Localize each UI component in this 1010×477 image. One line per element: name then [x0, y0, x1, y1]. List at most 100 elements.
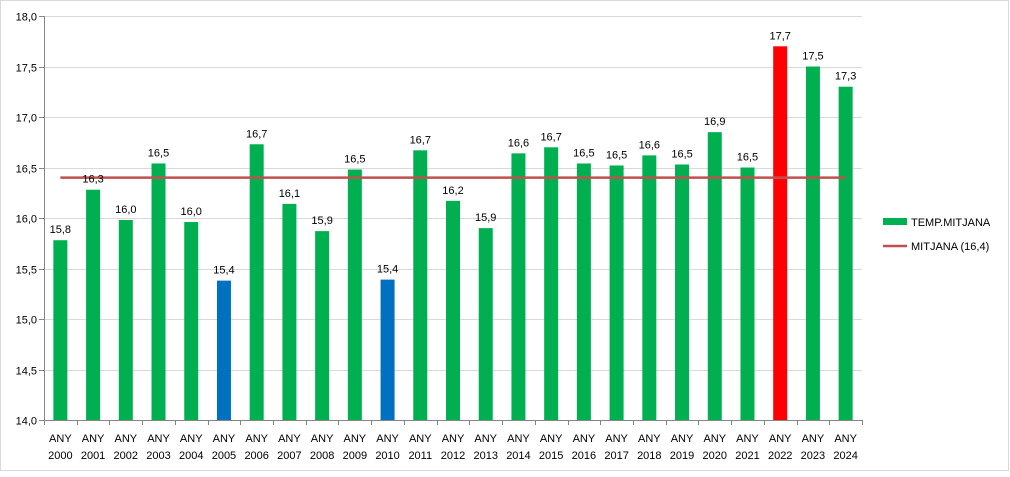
x-tick-label-line2: 2009: [343, 450, 367, 462]
data-label: 16,3: [82, 174, 103, 186]
y-tick-label: 18,0: [16, 12, 37, 24]
x-tick-label-line2: 2024: [833, 450, 857, 462]
bar: [446, 200, 460, 420]
bar: [675, 164, 690, 420]
data-label: 16,5: [344, 154, 365, 166]
x-tick-label-line2: 2004: [179, 450, 203, 462]
bar: [805, 66, 820, 420]
data-label: 16,5: [148, 147, 169, 159]
bar: [86, 189, 101, 420]
x-tick-label-line1: ANY: [180, 433, 203, 445]
bar: [707, 132, 722, 420]
bar: [576, 163, 591, 420]
data-label: 16,5: [606, 149, 627, 161]
y-tick-label: 16,5: [16, 164, 37, 176]
x-tick-label-line2: 2016: [572, 450, 596, 462]
x-tick-label-line2: 2007: [277, 450, 301, 462]
data-label: 16,1: [279, 188, 300, 200]
data-label: 16,6: [508, 137, 529, 149]
bar: [413, 150, 428, 420]
x-tick-label-line2: 2023: [801, 450, 825, 462]
bar: [151, 163, 166, 420]
x-tick-label-line1: ANY: [769, 433, 792, 445]
y-tick-label: 15,0: [16, 315, 37, 327]
x-tick-label-line1: ANY: [49, 433, 72, 445]
data-labels: 15,8 16,3 16,0 16,5 16,0 15,4 16,7 16,1 15,9 16,5…: [50, 30, 857, 276]
bar: [282, 203, 297, 420]
data-label: 17,7: [769, 30, 790, 42]
legend-label-mitjana: MITJANA (16,4): [911, 241, 989, 253]
y-tick-label: 17,0: [16, 113, 37, 125]
x-tick-label-line1: ANY: [82, 433, 105, 445]
x-tick-label-line2: 2001: [81, 450, 105, 462]
data-label: 15,4: [377, 264, 398, 276]
x-tick-label-line1: ANY: [147, 433, 170, 445]
x-tick-label-line1: ANY: [344, 433, 367, 445]
data-label: 15,4: [213, 265, 234, 277]
data-label: 15,9: [311, 215, 332, 227]
data-label: 17,3: [835, 71, 856, 83]
bar: [118, 220, 133, 420]
x-tick-label-line2: 2012: [441, 450, 465, 462]
x-tick-label-line2: 2017: [604, 450, 628, 462]
x-tick-label-line1: ANY: [376, 433, 399, 445]
x-tick-label-line2: 2003: [146, 450, 170, 462]
x-tick-label-line2: 2015: [539, 450, 563, 462]
x-tick-label-line1: ANY: [573, 433, 596, 445]
bar: [315, 231, 330, 420]
data-label: 16,7: [540, 131, 561, 143]
x-tick-label-line1: ANY: [114, 433, 137, 445]
bar: [53, 240, 68, 420]
x-tick-label-line1: ANY: [834, 433, 857, 445]
x-tick-label-line2: 2002: [114, 450, 138, 462]
bar: [249, 144, 264, 420]
x-tick-label-line1: ANY: [442, 433, 465, 445]
bar: [216, 280, 231, 420]
data-label: 16,7: [246, 128, 267, 140]
data-label: 15,9: [475, 212, 496, 224]
x-tick-label-line2: 2005: [212, 450, 236, 462]
bar: [184, 222, 199, 420]
bar: [478, 228, 493, 420]
y-tick-label: 16,0: [16, 214, 37, 226]
x-tick-label-line2: 2011: [408, 450, 432, 462]
x-tick-label-line1: ANY: [507, 433, 530, 445]
legend: TEMP.MITJANA MITJANA (16,4): [883, 217, 991, 253]
bar: [347, 169, 362, 420]
x-tick-label-line2: 2014: [506, 450, 530, 462]
data-label: 16,5: [737, 152, 758, 164]
data-label: 16,5: [671, 148, 692, 160]
x-tick-label-line1: ANY: [802, 433, 825, 445]
x-tick-label-line1: ANY: [671, 433, 694, 445]
data-label: 16,2: [442, 185, 463, 197]
legend-label-temp-mitjana: TEMP.MITJANA: [911, 217, 991, 229]
data-label: 15,8: [50, 224, 71, 236]
x-tick-label-line2: 2008: [310, 450, 334, 462]
x-tick-label-line2: 2021: [735, 450, 759, 462]
bar: [609, 165, 624, 420]
data-label: 17,5: [802, 51, 823, 63]
data-label: 16,6: [639, 139, 660, 151]
x-tick-label-line1: ANY: [245, 433, 268, 445]
x-tick-label-line1: ANY: [736, 433, 759, 445]
bar: [740, 167, 755, 420]
x-tick-label-line1: ANY: [213, 433, 236, 445]
x-tick-label-line1: ANY: [311, 433, 334, 445]
data-label: 16,5: [573, 147, 594, 159]
y-tick-label: 15,5: [16, 265, 37, 277]
y-tick-label: 14,5: [16, 366, 37, 378]
y-tick-label: 14,0: [16, 416, 37, 428]
data-label: 16,9: [704, 116, 725, 128]
bar: [642, 155, 657, 420]
x-tick-label-line2: 2022: [768, 450, 792, 462]
x-tick-label-line1: ANY: [605, 433, 628, 445]
x-tick-label-line1: ANY: [703, 433, 726, 445]
x-tick-label-line2: 2019: [670, 450, 694, 462]
y-tick-labels: 14,0 14,5 15,0 15,5 16,0 16,5 17,0 17,5 18,0: [16, 12, 37, 428]
x-tick-label-line2: 2010: [375, 450, 399, 462]
bar: [773, 46, 788, 421]
bar-series: [53, 46, 853, 421]
